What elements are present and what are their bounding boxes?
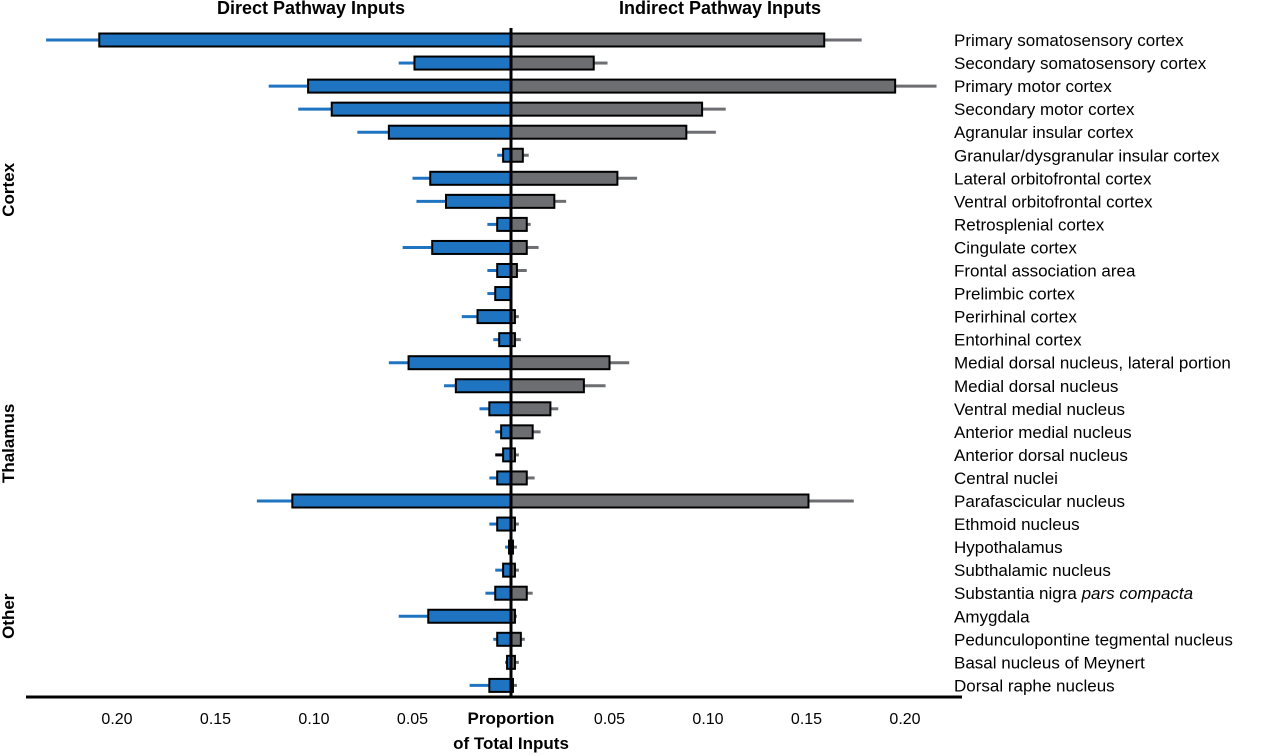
group-label: Cortex — [0, 162, 18, 216]
row-label: Ethmoid nucleus — [954, 515, 1080, 534]
x-tick-label: 0.15 — [791, 711, 822, 728]
indirect-bar — [510, 470, 528, 486]
direct-bar — [496, 263, 512, 278]
indirect-bar — [510, 401, 552, 417]
direct-bar — [98, 32, 513, 48]
indirect-bar — [510, 124, 688, 140]
row-label: Primary somatosensory cortex — [954, 31, 1184, 50]
row-label: Amygdala — [954, 607, 1030, 626]
row-label: Basal nucleus of Meynert — [954, 653, 1145, 672]
direct-bar — [444, 193, 512, 209]
row-label: Entorhinal cortex — [954, 331, 1082, 350]
chart-title-direct: Direct Pathway Inputs — [217, 0, 405, 18]
row-label: Primary motor cortex — [954, 77, 1112, 96]
row-label: Secondary somatosensory cortex — [954, 54, 1207, 73]
indirect-bar — [510, 147, 524, 163]
x-axis-label-line2: of Total Inputs — [453, 734, 569, 753]
direct-bar — [454, 378, 512, 394]
row-label: Ventral medial nucleus — [954, 400, 1125, 419]
direct-bar — [407, 355, 512, 371]
group-label: Other — [0, 593, 18, 639]
indirect-bar — [510, 101, 704, 117]
row-label: Substantia nigra pars compacta — [954, 584, 1193, 603]
row-labels: Primary somatosensory cortex Secondary so… — [954, 31, 1233, 695]
x-tick-label: 0.05 — [397, 711, 428, 728]
indirect-bar — [510, 78, 897, 94]
row-label: Medial dorsal nucleus, lateral portion — [954, 354, 1231, 373]
direct-bar — [494, 585, 512, 601]
chart-title-indirect: Indirect Pathway Inputs — [619, 0, 821, 18]
row-label: Perirhinal cortex — [954, 308, 1077, 327]
x-axis-ticks: 0.20 0.15 0.10 0.05 0.05 0.10 0.15 0.20 — [101, 711, 920, 728]
row-label: Retrosplenial cortex — [954, 215, 1105, 234]
direct-bar — [413, 55, 512, 71]
direct-bar — [496, 516, 512, 532]
direct-bar — [496, 631, 512, 647]
indirect-bar — [510, 170, 619, 186]
bars-layer — [46, 32, 937, 693]
row-label: Agranular insular cortex — [954, 123, 1134, 142]
row-label: Dorsal raphe nucleus — [954, 676, 1115, 695]
row-label: Central nuclei — [954, 469, 1058, 488]
row-label: Granular/dysgranular insular cortex — [954, 146, 1220, 165]
row-label: Anterior dorsal nucleus — [954, 446, 1128, 465]
indirect-bar — [510, 493, 810, 509]
indirect-bar — [510, 239, 528, 255]
x-axis-label-line1: Proportion — [468, 709, 555, 728]
x-tick-label: 0.05 — [594, 711, 625, 728]
direct-bar — [291, 493, 512, 509]
direct-bar — [496, 470, 512, 486]
x-tick-label: 0.20 — [889, 711, 920, 728]
group-label: Thalamus — [0, 404, 18, 483]
direct-bar — [488, 401, 512, 417]
row-label: Parafascicular nucleus — [954, 492, 1125, 511]
direct-bar — [427, 608, 513, 624]
row-label: Cingulate cortex — [954, 238, 1077, 257]
indirect-bar — [510, 55, 595, 71]
row-label: Pedunculopontine tegmental nucleus — [954, 630, 1233, 649]
x-tick-label: 0.10 — [692, 711, 723, 728]
indirect-bar — [510, 216, 528, 232]
direct-bar — [307, 78, 512, 94]
direct-bar — [476, 309, 513, 325]
row-label: Hypothalamus — [954, 538, 1063, 557]
row-label: Frontal association area — [954, 262, 1136, 281]
direct-bar — [488, 677, 512, 693]
x-tick-label: 0.20 — [101, 711, 132, 728]
row-label: Prelimbic cortex — [954, 285, 1075, 304]
indirect-bar — [510, 32, 826, 48]
row-label: Anterior medial nucleus — [954, 423, 1132, 442]
indirect-bar — [510, 585, 528, 601]
direct-bar — [330, 101, 513, 117]
row-label: Ventral orbitofrontal cortex — [954, 192, 1153, 211]
direct-bar — [496, 216, 512, 232]
direct-bar — [387, 124, 512, 140]
direct-bar — [429, 170, 513, 186]
row-label: Secondary motor cortex — [954, 100, 1135, 119]
row-label: Subthalamic nucleus — [954, 561, 1111, 580]
row-label: Medial dorsal nucleus — [954, 377, 1118, 396]
x-tick-label: 0.10 — [298, 711, 329, 728]
direct-bar — [498, 332, 512, 348]
indirect-bar — [510, 193, 556, 209]
direct-bar — [494, 286, 512, 302]
direct-bar — [431, 239, 513, 255]
indirect-bar — [510, 378, 585, 394]
x-tick-label: 0.15 — [200, 711, 231, 728]
indirect-bar — [510, 355, 611, 371]
indirect-bar — [510, 424, 534, 440]
row-label: Lateral orbitofrontal cortex — [954, 169, 1152, 188]
group-labels: Cortex Thalamus Other — [0, 162, 18, 639]
